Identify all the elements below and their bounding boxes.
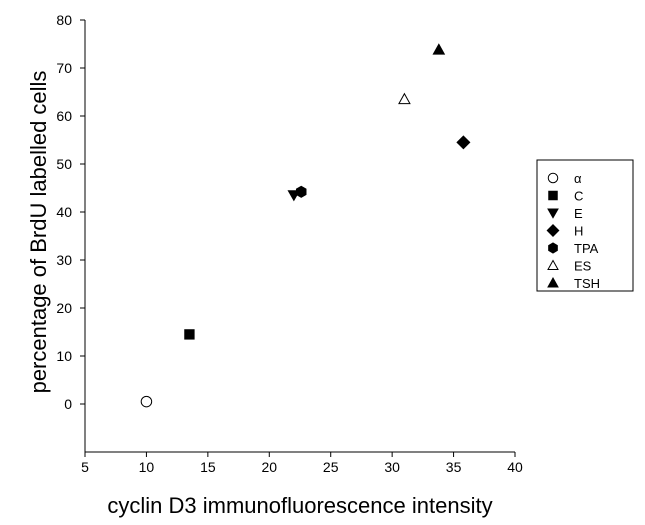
y-tick-label: 10	[56, 348, 72, 364]
legend-marker	[547, 276, 559, 288]
legend-marker	[547, 172, 559, 184]
legend-marker	[548, 242, 558, 254]
tick-labels: 5 10 15 20 25 30 35 40 0 10 20 30 40 50 60 70 80	[56, 12, 523, 475]
x-tick-label: 5	[81, 459, 89, 475]
legend-label: TSH	[574, 276, 600, 291]
axes	[80, 19, 516, 457]
x-tick-label: 30	[384, 459, 400, 475]
x-tick-label: 20	[261, 459, 277, 475]
legend-label: C	[574, 189, 583, 204]
legend-label: E	[574, 206, 583, 221]
y-tick-label: 30	[56, 252, 72, 268]
data-point	[295, 185, 307, 198]
legend-marker	[546, 224, 560, 237]
y-tick-label: 50	[56, 156, 72, 172]
legend-label: TPA	[574, 241, 599, 256]
legend-marker	[548, 190, 558, 201]
y-tick-label: 80	[56, 12, 72, 28]
y-tick-label: 20	[56, 300, 72, 316]
x-tick-label: 10	[139, 459, 155, 475]
data-point	[184, 329, 195, 340]
data-point	[432, 43, 446, 55]
data-points	[140, 43, 471, 408]
data-point	[456, 135, 471, 150]
legend-label: ES	[574, 259, 592, 274]
legend-label: α	[574, 171, 582, 186]
x-tick-label: 15	[200, 459, 216, 475]
x-tick-label: 25	[323, 459, 339, 475]
y-tick-label: 0	[64, 396, 72, 412]
legend-label: H	[574, 224, 583, 239]
x-axis-label: cyclin D3 immunofluorescence intensity	[107, 493, 492, 518]
x-tick-label: 40	[507, 459, 523, 475]
y-axis-label: percentage of BrdU labelled cells	[26, 71, 51, 394]
x-tick-label: 35	[446, 459, 462, 475]
data-point	[398, 92, 411, 105]
y-tick-label: 60	[56, 108, 72, 124]
y-tick-label: 40	[56, 204, 72, 220]
legend-marker	[547, 259, 559, 270]
legend-marker	[547, 208, 559, 219]
data-point	[140, 395, 153, 408]
y-tick-label: 70	[56, 60, 72, 76]
